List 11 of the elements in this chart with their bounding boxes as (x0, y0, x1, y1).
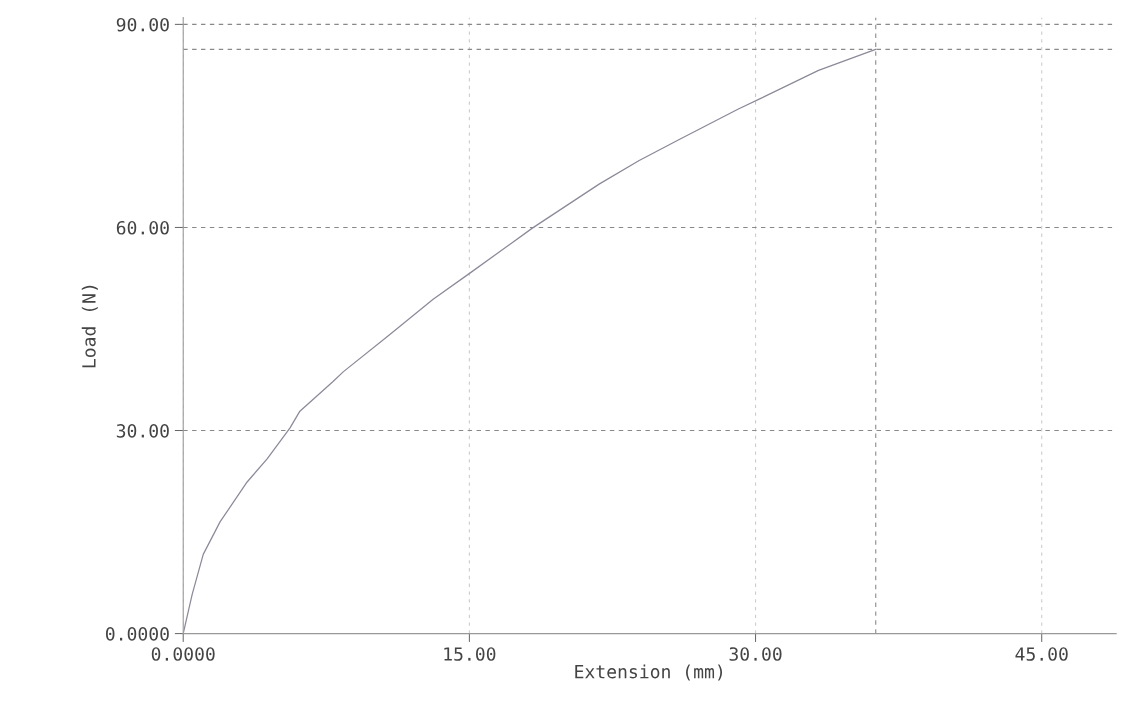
y-tick-label: 60.00 (116, 220, 169, 235)
x-tick-label: 0.0000 (151, 647, 215, 661)
line-series (183, 48, 877, 634)
y-tick-label: 0.0000 (105, 627, 169, 641)
y-tick-label: 30.00 (116, 424, 169, 438)
x-tick-label: 15.00 (444, 647, 496, 661)
x-tick-label: 30.00 (729, 647, 782, 661)
y-axis-title: Load (N) (81, 285, 98, 368)
y-tick-label: 90.00 (116, 17, 169, 32)
x-tick-label: 45.00 (1015, 647, 1068, 661)
x-axis-title: Extension (mm) (575, 664, 723, 681)
